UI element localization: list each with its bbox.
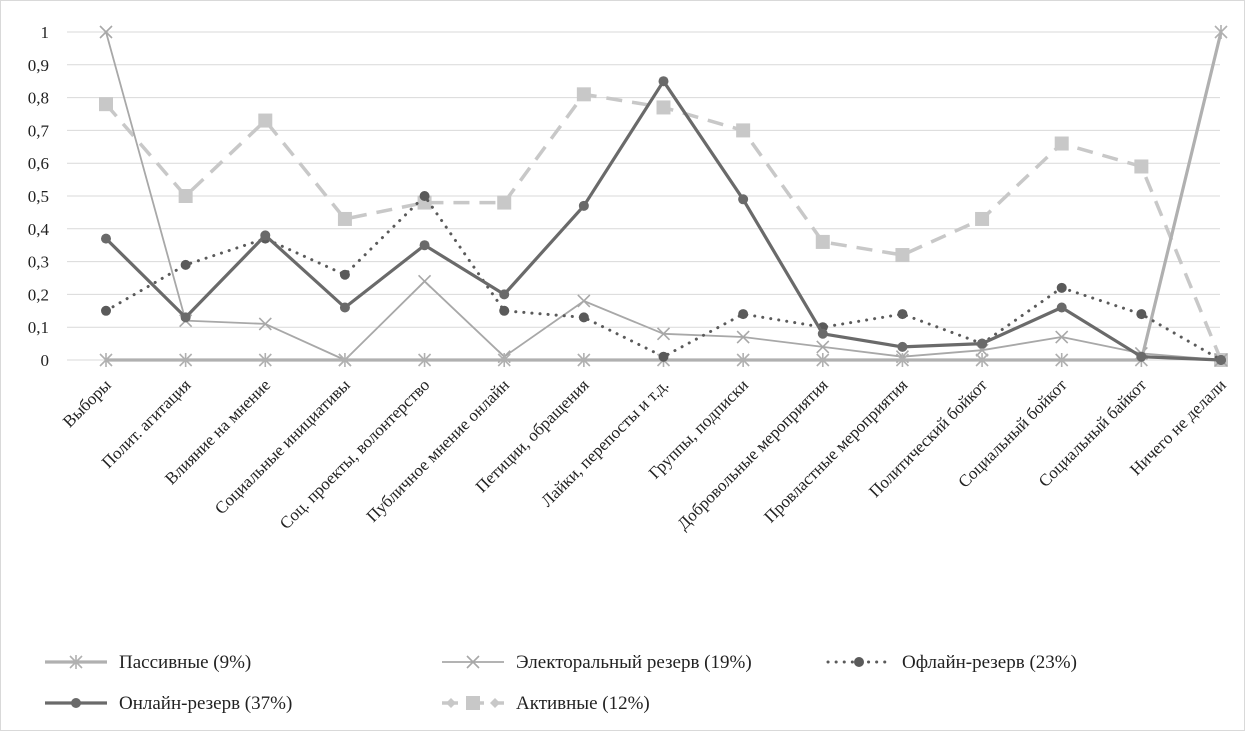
data-point (466, 696, 480, 710)
data-point (419, 191, 430, 201)
data-point (977, 338, 988, 349)
data-point (658, 351, 669, 362)
data-point (101, 233, 111, 244)
data-point (1055, 353, 1069, 367)
data-point (578, 200, 589, 211)
data-point (418, 274, 432, 288)
data-point (1136, 351, 1147, 362)
data-point (418, 353, 432, 367)
data-point (338, 353, 352, 367)
data-point (897, 341, 908, 352)
data-point (337, 211, 352, 226)
data-point (854, 657, 864, 667)
legend-item: Пассивные (9%) (45, 652, 251, 673)
data-point (258, 353, 272, 367)
data-point (816, 340, 830, 354)
data-point (419, 240, 430, 251)
data-point (69, 655, 83, 669)
data-point (1056, 302, 1067, 313)
data-point (658, 76, 669, 87)
data-point (1055, 330, 1069, 344)
data-point (895, 353, 909, 367)
legend-label: Офлайн-резерв (23%) (902, 652, 1077, 673)
y-tick-label: 0,5 (28, 187, 49, 206)
data-point (577, 353, 591, 367)
legend-item: Электоральный резерв (19%) (442, 652, 752, 673)
data-point (817, 328, 828, 339)
data-point (466, 655, 480, 669)
y-tick-label: 0 (41, 351, 50, 370)
y-tick-label: 0,3 (28, 253, 49, 272)
data-point (578, 312, 589, 323)
data-point (180, 259, 191, 270)
data-point (260, 230, 271, 241)
series-4 (99, 87, 1228, 367)
data-point (497, 353, 511, 367)
legend-item: Активные (12%) (442, 693, 650, 714)
data-point (1136, 309, 1147, 320)
data-point (99, 353, 113, 367)
y-axis-tick-labels: 0 0,1 0,2 0,3 0,4 0,5 0,6 0,7 0,8 0,9 1 (28, 23, 50, 370)
data-point (577, 294, 591, 308)
data-point (180, 312, 191, 323)
data-point (71, 698, 81, 708)
data-point (499, 305, 510, 316)
data-point (1214, 25, 1228, 39)
data-point (446, 698, 456, 708)
data-point (258, 113, 273, 128)
data-point (736, 353, 750, 367)
data-point (178, 189, 193, 203)
legend-label: Электоральный резерв (19%) (516, 652, 752, 673)
data-point (576, 87, 591, 102)
gridlines (67, 31, 1220, 361)
series-2 (101, 191, 1226, 365)
y-tick-label: 0,7 (28, 121, 50, 140)
series-line (104, 194, 1223, 362)
data-point (1054, 136, 1069, 151)
series-3 (101, 76, 1226, 365)
legend-label: Пассивные (9%) (119, 652, 251, 673)
data-point (738, 309, 749, 320)
data-point (101, 305, 111, 316)
data-point (499, 289, 510, 300)
data-point (339, 269, 350, 280)
y-tick-label: 1 (41, 23, 50, 42)
data-point (1216, 355, 1226, 365)
y-tick-label: 0,4 (28, 220, 50, 239)
data-point (339, 302, 350, 313)
data-point (258, 317, 272, 331)
data-point (1056, 282, 1067, 293)
data-point (99, 97, 113, 112)
legend-label: Онлайн-резерв (37%) (119, 693, 292, 714)
data-point (656, 327, 671, 341)
legend: Пассивные (9%) Электоральный резерв (19%)… (45, 652, 1077, 714)
data-point (816, 353, 830, 367)
legend-item: Онлайн-резерв (37%) (45, 693, 292, 714)
data-point (738, 194, 749, 205)
data-point (490, 698, 500, 708)
data-point (815, 234, 830, 249)
data-point (99, 25, 113, 39)
legend-label: Активные (12%) (516, 693, 650, 714)
data-point (497, 195, 512, 210)
legend-item: Офлайн-резерв (23%) (826, 652, 1077, 673)
data-point (975, 211, 990, 226)
data-point (736, 330, 750, 344)
data-point (897, 309, 908, 320)
data-point (975, 353, 989, 367)
data-point (736, 123, 751, 138)
y-tick-label: 0,2 (28, 285, 49, 304)
data-point (1134, 159, 1149, 174)
y-tick-label: 0,9 (28, 56, 49, 75)
series-lines (99, 25, 1228, 367)
y-tick-label: 0,1 (28, 318, 49, 337)
y-tick-label: 0,8 (28, 89, 49, 108)
y-tick-label: 0,6 (28, 154, 49, 173)
data-point (895, 248, 910, 263)
data-point (656, 100, 671, 115)
data-point (179, 353, 193, 367)
